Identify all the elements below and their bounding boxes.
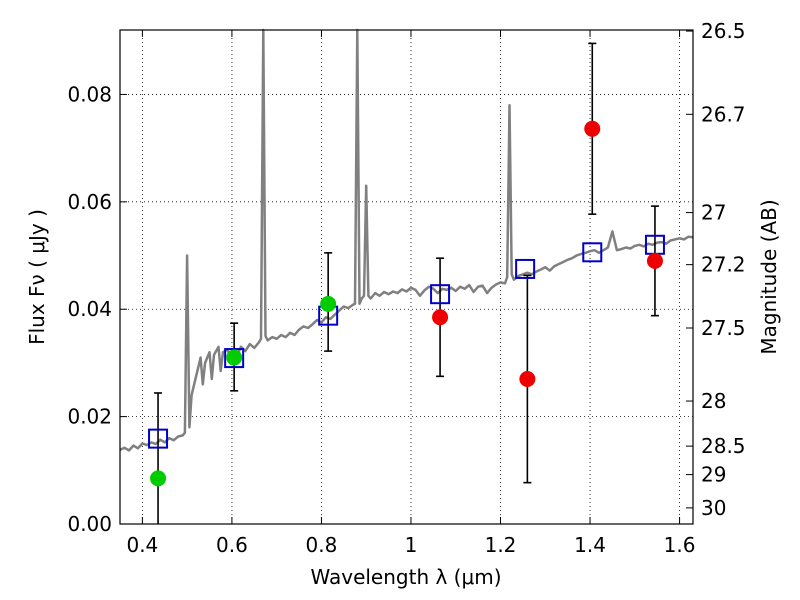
model-square-marker <box>224 348 245 369</box>
spectrum-line <box>119 28 694 452</box>
right-tick-label: 27 <box>701 201 726 225</box>
y-tick-label: 0.00 <box>67 512 112 536</box>
error-bars <box>154 42 659 524</box>
right-tick-label: 30 <box>701 496 726 520</box>
x-tick-label: 0.8 <box>306 533 338 557</box>
ticks: 0.4 0.6 0.8 1 1.2 1.4 1.6 0.00 0.02 0.04 0.06 0.08 2… <box>67 19 745 557</box>
model-square-marker <box>148 428 169 449</box>
right-tick-label: 26.5 <box>701 19 746 43</box>
spectrum-layer <box>119 28 694 452</box>
markers <box>148 120 665 487</box>
right-tick-label: 28.5 <box>701 434 746 458</box>
model-square-marker <box>515 258 536 279</box>
x-tick-label: 0.4 <box>126 533 158 557</box>
right-axis-title: Magnitude (AB) <box>757 199 781 354</box>
data-point-marker <box>226 349 243 366</box>
x-tick-label: 1 <box>405 533 418 557</box>
plot-frame <box>119 29 694 525</box>
right-tick-label: 26.7 <box>701 102 746 126</box>
model-square-marker <box>582 242 603 263</box>
x-tick-label: 1.4 <box>574 533 606 557</box>
right-tick-label: 29 <box>701 463 726 487</box>
model-square-marker <box>430 284 451 305</box>
x-tick-label: 1.2 <box>485 533 517 557</box>
y-tick-label: 0.06 <box>67 190 112 214</box>
data-point-marker <box>646 252 663 269</box>
x-tick-label: 1.6 <box>664 533 696 557</box>
y-tick-label: 0.08 <box>67 82 112 106</box>
y-axis-title: Flux Fν ( μJy ) <box>25 209 49 345</box>
right-tick-label: 27.5 <box>701 316 746 340</box>
data-point-marker <box>150 470 167 487</box>
data-point-marker <box>432 309 449 326</box>
data-point-marker <box>519 371 536 388</box>
data-point-marker <box>584 120 601 137</box>
y-tick-label: 0.04 <box>67 297 112 321</box>
data-point-marker <box>320 295 337 312</box>
right-tick-label: 27.2 <box>701 253 746 277</box>
y-tick-label: 0.02 <box>67 405 112 429</box>
grid-lines <box>120 30 693 525</box>
x-axis-title: Wavelength λ (μm) <box>310 565 501 589</box>
right-tick-label: 28 <box>701 389 726 413</box>
x-tick-label: 0.6 <box>216 533 248 557</box>
